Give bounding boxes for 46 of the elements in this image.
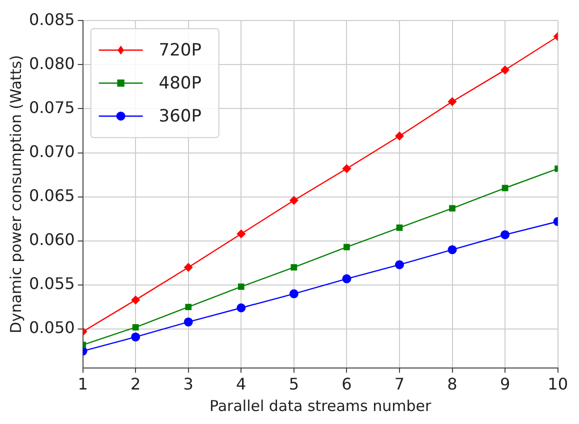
point bbox=[396, 224, 403, 231]
point bbox=[236, 303, 246, 312]
x-tick-label: 10 bbox=[548, 374, 568, 394]
x-tick-label: 5 bbox=[288, 374, 300, 394]
point bbox=[394, 132, 404, 141]
y-tick-label: 0.065 bbox=[28, 186, 75, 205]
x-axis-title: Parallel data streams number bbox=[209, 396, 432, 415]
point bbox=[342, 164, 352, 174]
legend-label: 720P bbox=[158, 40, 202, 61]
point bbox=[185, 304, 192, 310]
point bbox=[289, 196, 298, 205]
x-tick-label: 3 bbox=[183, 374, 194, 394]
legend-label: 360P bbox=[158, 106, 202, 127]
y-tick-label: 0.085 bbox=[28, 10, 75, 29]
x-tick-label: 4 bbox=[236, 374, 246, 394]
point bbox=[238, 284, 244, 290]
x-tick-label: 7 bbox=[394, 374, 405, 394]
x-tick-label: 2 bbox=[130, 374, 141, 394]
y-tick-label: 0.070 bbox=[28, 142, 75, 161]
point bbox=[290, 264, 298, 271]
x-tick-label: 8 bbox=[447, 374, 458, 394]
point bbox=[344, 244, 350, 250]
y-tick-label: 0.055 bbox=[28, 274, 75, 294]
point bbox=[448, 97, 457, 106]
y-axis-title: Dynamic power consumption (Watts) bbox=[6, 55, 25, 334]
point bbox=[500, 230, 510, 240]
point bbox=[500, 65, 510, 74]
y-tick-label: 0.060 bbox=[28, 230, 75, 250]
legend-label: 480P bbox=[158, 74, 202, 94]
point bbox=[449, 205, 456, 212]
y-tick-label: 0.080 bbox=[28, 54, 75, 73]
x-tick-label: 6 bbox=[342, 374, 352, 394]
point bbox=[289, 289, 298, 298]
point bbox=[394, 260, 404, 270]
point bbox=[184, 317, 193, 326]
point bbox=[342, 274, 352, 284]
point bbox=[184, 262, 193, 272]
x-tick-label: 1 bbox=[78, 374, 88, 394]
point bbox=[236, 229, 246, 238]
y-tick-label: 0.050 bbox=[28, 318, 75, 338]
y-tick-label: 0.075 bbox=[28, 98, 75, 117]
x-tick-label: 9 bbox=[500, 374, 510, 394]
point bbox=[132, 324, 139, 330]
point bbox=[131, 295, 140, 304]
point bbox=[448, 245, 457, 254]
point bbox=[131, 332, 140, 342]
